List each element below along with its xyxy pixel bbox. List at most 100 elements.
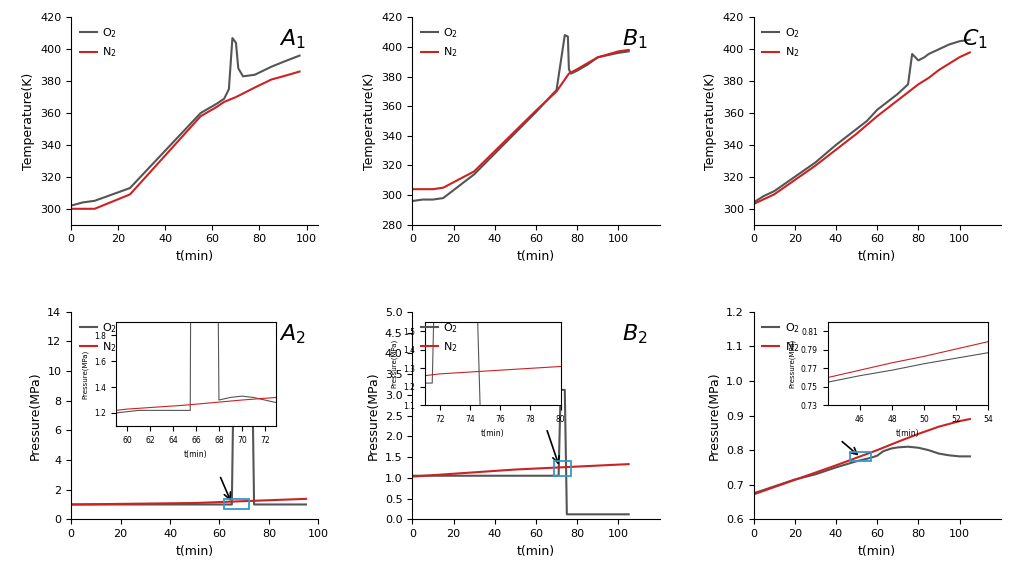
O$_2$ [623,48,635,55]
O$_2$ [565,70,577,77]
N$_2$ [218,99,231,106]
O$_2$ [559,32,571,39]
N$_2$ [65,501,77,508]
N$_2$ [943,60,955,67]
O$_2$ [902,81,914,88]
N$_2$ [571,66,583,73]
O$_2$ [850,126,863,133]
O$_2$ [886,445,898,452]
O$_2$ [571,511,583,518]
Text: $B_1$: $B_1$ [622,28,647,51]
Line: N$_2$: N$_2$ [412,464,629,477]
N$_2$ [830,147,842,153]
O$_2$ [571,67,583,74]
O$_2$ [406,197,419,204]
X-axis label: t(min): t(min) [859,250,896,263]
N$_2$ [406,186,419,193]
O$_2$ [953,453,965,460]
N$_2$ [230,93,242,100]
O$_2$ [830,464,842,471]
N$_2$ [964,415,976,422]
N$_2$ [892,439,904,445]
N$_2$ [581,60,593,67]
O$_2$ [918,54,931,61]
O$_2$ [229,326,241,333]
N$_2$ [88,205,101,212]
X-axis label: t(min): t(min) [517,545,555,557]
N$_2$ [912,81,925,88]
O$_2$ [881,99,893,106]
N$_2$ [563,70,575,77]
O$_2$ [902,443,914,450]
O$_2$ [943,41,955,48]
N$_2$ [211,103,224,110]
N$_2$ [65,205,77,212]
N$_2$ [933,423,945,430]
N$_2$ [850,454,863,461]
O$_2$ [227,35,239,42]
N$_2$ [953,418,965,425]
O$_2$ [551,473,563,479]
N$_2$ [953,54,965,61]
O$_2$ [530,108,543,115]
O$_2$ [553,473,565,479]
O$_2$ [871,452,883,459]
O$_2$ [758,193,770,200]
O$_2$ [77,199,89,206]
Legend: O$_2$, N$_2$: O$_2$, N$_2$ [759,23,803,63]
Line: N$_2$: N$_2$ [71,499,306,504]
O$_2$ [768,188,780,194]
O$_2$ [581,61,593,68]
N$_2$ [613,48,625,55]
O$_2$ [555,387,567,394]
Line: N$_2$: N$_2$ [412,50,629,189]
O$_2$ [933,46,945,53]
N$_2$ [427,186,439,193]
Line: O$_2$: O$_2$ [754,447,970,493]
Line: O$_2$: O$_2$ [412,390,629,514]
O$_2$ [748,490,760,497]
Y-axis label: Temperature(K): Temperature(K) [704,72,717,170]
N$_2$ [623,46,635,53]
N$_2$ [788,177,801,183]
O$_2$ [194,110,206,117]
O$_2$ [233,65,245,72]
O$_2$ [300,501,312,508]
Bar [555,461,571,476]
Y-axis label: Pressure(MPa): Pressure(MPa) [707,371,720,460]
O$_2$ [933,450,945,457]
O$_2$ [65,202,77,209]
N$_2$ [277,73,290,80]
O$_2$ [211,100,224,107]
O$_2$ [468,171,481,178]
Y-axis label: Pressure(MPa): Pressure(MPa) [367,371,379,460]
N$_2$ [530,107,543,114]
O$_2$ [809,159,821,166]
O$_2$ [563,66,575,73]
Text: $C_1$: $C_1$ [962,28,989,51]
O$_2$ [427,196,439,203]
N$_2$ [300,496,312,503]
O$_2$ [809,471,821,478]
N$_2$ [850,130,863,137]
N$_2$ [437,184,449,191]
X-axis label: t(min): t(min) [859,545,896,557]
N$_2$ [748,491,760,498]
O$_2$ [417,196,429,203]
Text: $C_2$: $C_2$ [962,322,989,346]
N$_2$ [623,460,635,467]
O$_2$ [788,476,801,483]
O$_2$ [923,447,935,454]
O$_2$ [871,106,883,113]
Line: O$_2$: O$_2$ [754,40,970,203]
N$_2$ [591,54,604,61]
O$_2$ [768,483,780,490]
O$_2$ [912,444,925,451]
O$_2$ [218,95,231,102]
O$_2$ [964,453,976,460]
O$_2$ [509,473,521,479]
N$_2$ [912,430,925,437]
Legend: O$_2$, N$_2$: O$_2$, N$_2$ [418,23,461,63]
N$_2$ [871,447,883,454]
O$_2$ [248,501,260,508]
